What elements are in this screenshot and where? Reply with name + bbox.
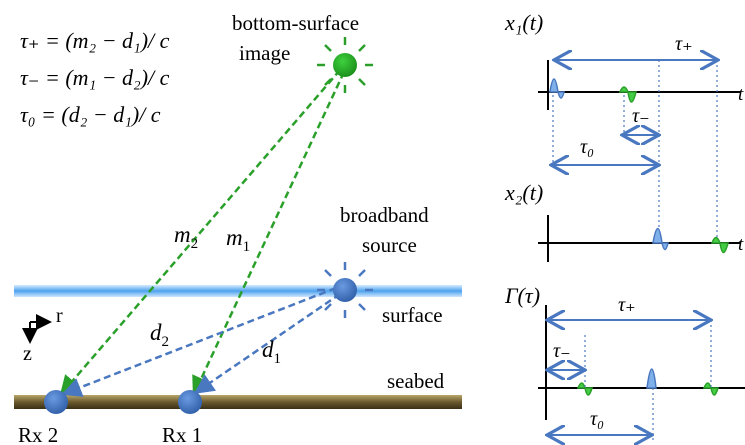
x2-title: x₂(t) <box>504 180 543 205</box>
gamma-central-peak <box>646 368 657 389</box>
bottom-surface-image-icon <box>317 37 373 93</box>
ray-d1 <box>193 292 341 394</box>
x1-reflected-pulse <box>618 86 637 103</box>
x2-reflected-pulse <box>710 236 729 254</box>
receiver-rx2 <box>44 390 68 414</box>
ray-m2 <box>59 69 341 396</box>
gamma-tau-minus-label: τ₋ <box>553 340 571 362</box>
equation-tau-plus: τ₊ = (m₂ − d₁)/ c <box>20 28 170 53</box>
gamma-tau-zero-label: τ₀ <box>590 408 604 430</box>
path-label-m2: m2 <box>174 222 198 252</box>
seabed-label: seabed <box>387 369 445 393</box>
path-label-m1: m1 <box>226 225 250 255</box>
x2-t-label: t <box>738 234 744 255</box>
source-label-line2: source <box>362 233 417 257</box>
rx1-label: Rx 1 <box>162 423 202 445</box>
path-label-d2: d2 <box>150 320 169 350</box>
gamma-negative-peak <box>576 382 593 396</box>
rx2-label: Rx 2 <box>18 423 58 445</box>
surface-label: surface <box>382 303 443 327</box>
source-label-line1: broadband <box>340 203 429 227</box>
ray-m1 <box>192 71 346 397</box>
gamma-title: Γ(τ) <box>504 283 540 308</box>
receiver-rx1 <box>178 390 202 414</box>
gamma-positive-peak <box>702 382 719 396</box>
x2-direct-pulse <box>652 227 669 251</box>
x1-direct-pulse <box>549 78 565 99</box>
image-label-line1: bottom-surface <box>232 11 359 35</box>
x1-tau-zero-label: τ₀ <box>580 136 594 158</box>
x1-tau-plus-label: τ₊ <box>675 33 693 55</box>
x1-title: x₁(t) <box>504 10 543 35</box>
gamma-tau-plus-label: τ₊ <box>618 294 636 316</box>
equation-tau-zero: τ₀ = (d₂ − d₁)/ c <box>20 102 161 127</box>
equation-tau-minus: τ₋ = (m₁ − d₂)/ c <box>20 65 170 90</box>
image-label-line2: image <box>239 41 290 65</box>
coordinate-axes <box>22 314 52 344</box>
axis-z-label: z <box>23 343 32 365</box>
axis-r-label: r <box>56 305 63 327</box>
sea-surface <box>14 285 462 297</box>
x1-t-label: t <box>738 84 744 105</box>
ray-d2 <box>61 286 337 397</box>
x1-tau-minus-label: τ₋ <box>632 105 650 127</box>
broadband-source-icon <box>317 262 373 318</box>
path-label-d1: d1 <box>262 337 281 367</box>
seabed-layer <box>14 395 462 409</box>
